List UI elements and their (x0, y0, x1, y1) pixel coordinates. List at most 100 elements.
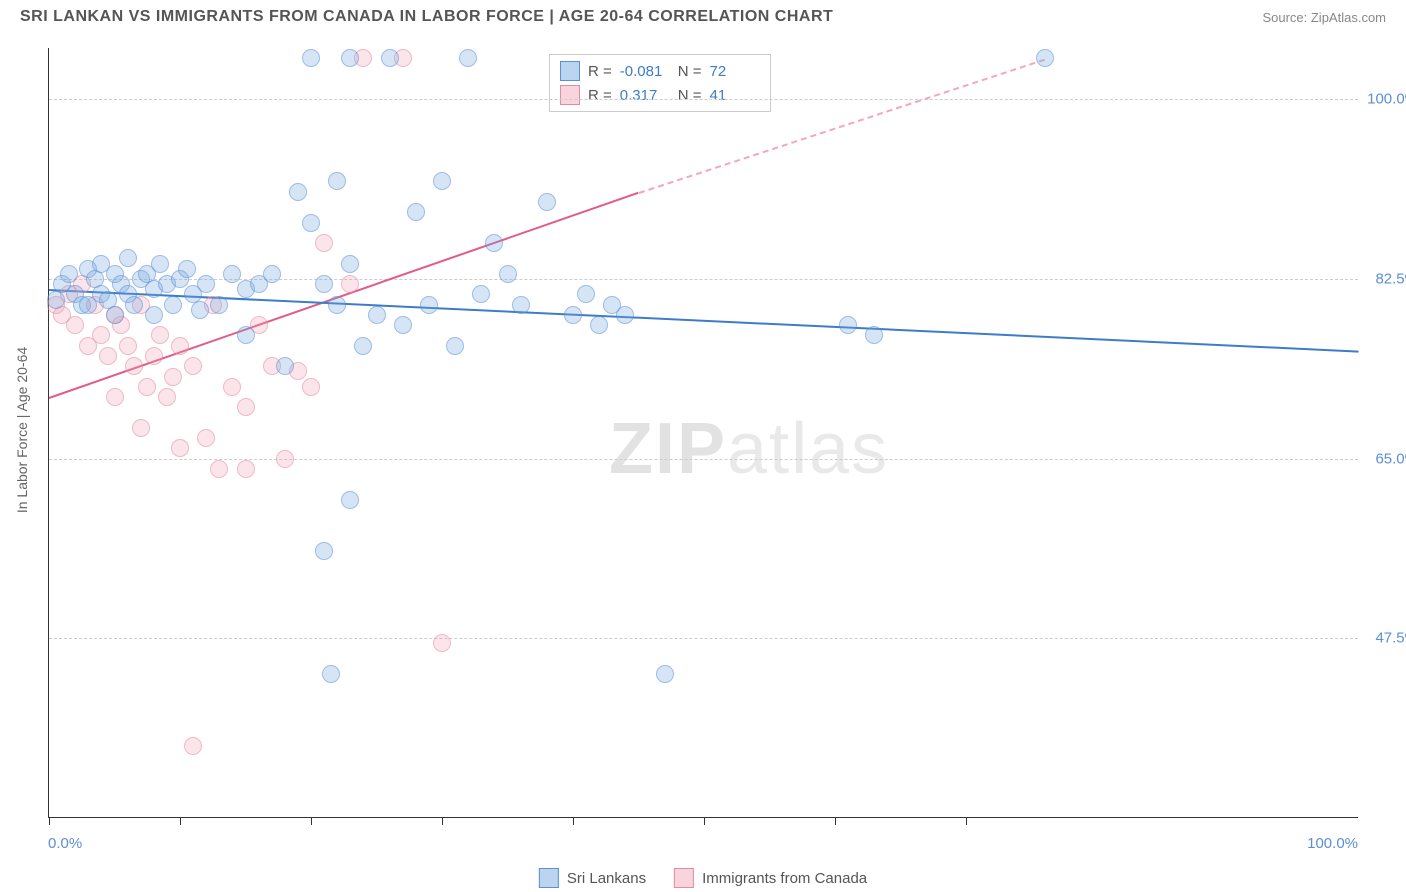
data-point (407, 203, 425, 221)
data-point (394, 316, 412, 334)
legend-item: Immigrants from Canada (674, 868, 867, 888)
data-point (276, 357, 294, 375)
data-point (210, 460, 228, 478)
data-point (184, 737, 202, 755)
legend-series: Sri Lankans Immigrants from Canada (539, 868, 867, 888)
legend-row: R = -0.081 N = 72 (560, 59, 760, 83)
data-point (99, 347, 117, 365)
data-point (433, 172, 451, 190)
data-point (132, 419, 150, 437)
data-point (590, 316, 608, 334)
legend-row: R = 0.317 N = 41 (560, 83, 760, 107)
source-label: Source: ZipAtlas.com (1262, 10, 1386, 25)
data-point (158, 388, 176, 406)
data-point (145, 347, 163, 365)
data-point (512, 296, 530, 314)
data-point (368, 306, 386, 324)
y-tick-label: 100.0% (1367, 91, 1406, 108)
data-point (125, 357, 143, 375)
swatch-icon (560, 85, 580, 105)
y-axis-title: In Labor Force | Age 20-64 (14, 347, 30, 513)
data-point (151, 255, 169, 273)
data-point (341, 255, 359, 273)
data-point (171, 337, 189, 355)
data-point (223, 265, 241, 283)
data-point (315, 234, 333, 252)
data-point (656, 665, 674, 683)
data-point (60, 265, 78, 283)
data-point (322, 665, 340, 683)
y-tick-label: 82.5% (1375, 271, 1406, 288)
data-point (302, 49, 320, 67)
data-point (210, 296, 228, 314)
data-point (328, 296, 346, 314)
data-point (328, 172, 346, 190)
x-tick (180, 817, 181, 825)
data-point (237, 326, 255, 344)
data-point (616, 306, 634, 324)
data-point (106, 388, 124, 406)
legend-label: Sri Lankans (567, 870, 646, 887)
data-point (485, 234, 503, 252)
data-point (171, 439, 189, 457)
data-point (191, 301, 209, 319)
gridline (49, 638, 1358, 639)
data-point (499, 265, 517, 283)
n-label: N = (678, 87, 702, 104)
data-point (433, 634, 451, 652)
x-tick (966, 817, 967, 825)
x-tick (442, 817, 443, 825)
data-point (197, 429, 215, 447)
y-tick-label: 65.0% (1375, 450, 1406, 467)
n-value: 72 (710, 63, 760, 80)
data-point (315, 275, 333, 293)
swatch-icon (560, 61, 580, 81)
data-point (184, 357, 202, 375)
r-value: -0.081 (620, 63, 670, 80)
data-point (276, 450, 294, 468)
data-point (119, 249, 137, 267)
data-point (577, 285, 595, 303)
r-value: 0.317 (620, 87, 670, 104)
data-point (381, 49, 399, 67)
x-tick (704, 817, 705, 825)
data-point (47, 291, 65, 309)
r-label: R = (588, 63, 612, 80)
data-point (1036, 49, 1054, 67)
legend-item: Sri Lankans (539, 868, 646, 888)
legend-label: Immigrants from Canada (702, 870, 867, 887)
data-point (420, 296, 438, 314)
x-tick (573, 817, 574, 825)
data-point (164, 296, 182, 314)
data-point (289, 183, 307, 201)
data-point (865, 326, 883, 344)
data-point (341, 49, 359, 67)
watermark: ZIPatlas (609, 408, 889, 490)
data-point (125, 296, 143, 314)
chart-title: SRI LANKAN VS IMMIGRANTS FROM CANADA IN … (20, 8, 833, 26)
data-point (223, 378, 241, 396)
data-point (145, 306, 163, 324)
x-tick (49, 817, 50, 825)
data-point (472, 285, 490, 303)
chart-plot-area: ZIPatlas R = -0.081 N = 72 R = 0.317 N =… (48, 48, 1358, 818)
data-point (237, 398, 255, 416)
n-value: 41 (710, 87, 760, 104)
data-point (119, 337, 137, 355)
data-point (138, 378, 156, 396)
swatch-icon (674, 868, 694, 888)
data-point (564, 306, 582, 324)
data-point (839, 316, 857, 334)
data-point (446, 337, 464, 355)
x-tick (311, 817, 312, 825)
data-point (92, 326, 110, 344)
data-point (302, 378, 320, 396)
legend-stats: R = -0.081 N = 72 R = 0.317 N = 41 (549, 54, 771, 112)
data-point (66, 316, 84, 334)
y-tick-label: 47.5% (1375, 630, 1406, 647)
data-point (538, 193, 556, 211)
x-tick (835, 817, 836, 825)
r-label: R = (588, 87, 612, 104)
data-point (341, 275, 359, 293)
data-point (164, 368, 182, 386)
